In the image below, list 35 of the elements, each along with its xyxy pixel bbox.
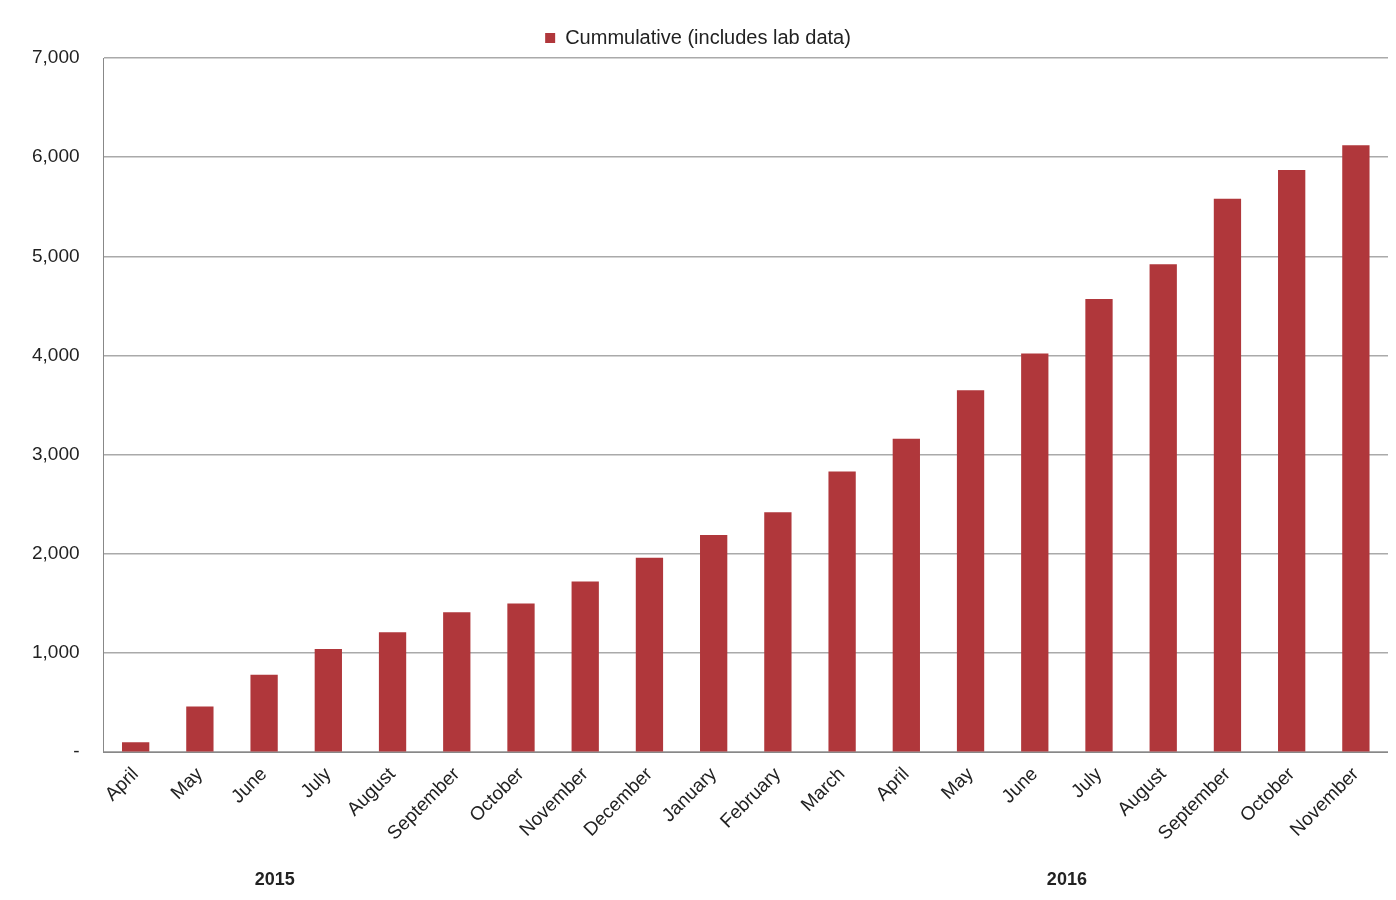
bar (892, 438, 920, 752)
x-tick-label: July (1066, 762, 1106, 802)
bar (314, 649, 342, 752)
bar (1278, 170, 1306, 752)
y-tick-label: 6,000 (32, 145, 80, 167)
bar (122, 742, 150, 752)
bar (443, 612, 471, 752)
y-tick-label: 1,000 (32, 641, 80, 663)
bar (1342, 145, 1370, 752)
bar (1085, 298, 1113, 752)
bar (186, 706, 214, 752)
y-tick-label: 4,000 (32, 343, 80, 365)
text: 2016 (1046, 868, 1087, 889)
x-tick-label: July (296, 762, 336, 802)
bar (764, 512, 792, 752)
y-tick-label: 2,000 (32, 542, 80, 564)
bar (1149, 264, 1177, 752)
bar (250, 674, 278, 752)
x-tick-label: May (166, 762, 207, 804)
bar (700, 534, 728, 752)
bar (635, 557, 664, 752)
y-tick-label: 5,000 (32, 244, 80, 266)
bar (1021, 353, 1049, 752)
bar (378, 632, 407, 752)
x-tick-label: May (936, 762, 978, 804)
bar (828, 471, 856, 752)
bar (507, 603, 535, 752)
bar (1213, 198, 1242, 752)
text: 2015 (254, 868, 295, 889)
y-tick-label: 7,000 (32, 46, 80, 68)
bar (571, 581, 599, 752)
legend-label: Cummulative (includes lab data) (565, 25, 851, 48)
y-tick-label: - (73, 740, 80, 762)
bar (956, 390, 985, 752)
y-tick-label: 3,000 (32, 442, 80, 464)
